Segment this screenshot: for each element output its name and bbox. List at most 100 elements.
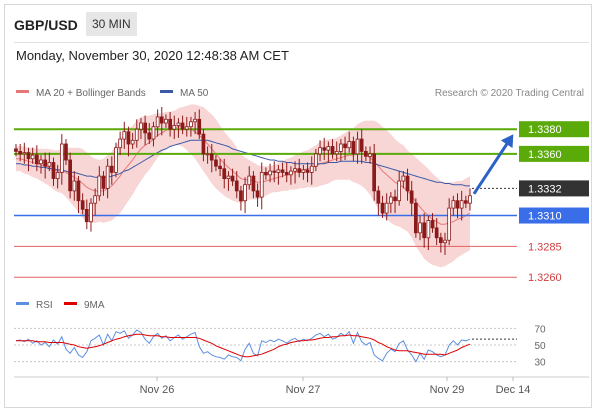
candle-body [193,118,197,123]
rsi-legend-label: RSI [36,300,53,311]
candle-body [451,200,456,209]
candle-body [93,195,97,204]
rsi-tick-label: 30 [534,358,546,369]
candle-body [168,118,172,130]
candle-body [463,200,468,204]
candle-body [422,222,427,239]
candle-body [409,190,414,204]
candle-body [459,200,464,209]
candle-body [43,159,48,167]
candle-body [251,175,256,192]
chart-datetime: Monday, November 30, 2020 12:48:38 AM CE… [16,48,289,63]
candle-body [159,116,164,124]
candle-body [101,175,106,189]
candle-body [418,222,422,234]
candle-body [426,220,431,239]
candle-body [68,159,72,192]
rsi-ma-legend-label: 9MA [84,300,105,311]
candle-body [301,169,306,173]
candle-body [447,207,452,241]
resistance-label-box [519,145,589,162]
candle-body [401,175,406,182]
key-levels [14,128,517,278]
candle-body [430,220,435,229]
resistance-label-box [519,121,589,138]
candle-body [305,169,310,173]
candle-body [26,152,31,160]
candle-body [330,146,335,155]
candle-body [35,154,39,165]
candle-body [226,175,231,180]
candle-body [180,122,185,130]
candle-body [55,171,60,179]
level-labels: 1.3380 1.3360 1.3332 1.3310 1.3285 1.3260 [519,121,589,284]
candle-body [151,126,156,140]
candle-body [218,165,222,170]
timeframe-badge[interactable]: 30 MIN [86,12,137,36]
candle-body [76,180,81,202]
last-price-label: 1.3332 [528,183,562,195]
candle-body [64,143,68,161]
candle-body [51,162,56,179]
candle-body [280,169,285,173]
ma20-line [16,126,471,225]
rsi-tick-label: 50 [534,341,546,352]
candle-body [255,190,260,198]
candle-body [343,143,347,149]
candle-body [455,200,460,209]
last-price-label-box [519,180,589,197]
candle-body [126,131,131,145]
candle-body [338,143,343,152]
candle-body [351,141,356,155]
candle-body [155,116,160,128]
candle-body [276,169,281,173]
candle-body [84,208,89,223]
x-tick-label: Dec 14 [496,384,531,396]
ma50-line [16,139,470,187]
candle-body [197,118,202,135]
resistance-label: 1.3360 [528,149,562,161]
ma20-legend-label: MA 20 + Bollinger Bands [36,88,146,99]
ma50-legend-label: MA 50 [180,88,209,99]
candle-body [80,200,85,210]
candle-body [355,138,360,155]
candle-body [293,168,297,172]
rsi-ma-line [16,333,471,358]
candle-body [376,190,381,204]
candle-body [413,202,418,234]
candle-body [109,165,114,173]
rsi-legend-swatch [16,302,29,305]
candle-body [272,170,277,173]
candle-body [209,153,214,161]
candle-body [359,138,364,152]
pivot-label-box [519,207,589,224]
candle-body [264,171,268,176]
candle-body [259,171,264,198]
x-tick-label: Nov 29 [430,384,465,396]
candle-body [234,180,239,192]
support-label: 1.3260 [528,272,562,284]
candle-body [18,150,23,155]
candle-body [243,184,247,202]
x-tick-label: Nov 26 [140,384,175,396]
candle-body [22,152,27,155]
candle-body [468,195,472,204]
candle-body [288,170,293,176]
candle-body [326,146,331,151]
candle-body [118,138,122,149]
candle-body [434,227,439,239]
candle-body [184,126,189,130]
candle-body [388,196,393,204]
rsi-line [15,329,471,363]
candle-body [134,128,139,141]
resistance-label: 1.3380 [528,124,562,136]
candle-body [368,153,372,157]
candle-body [114,147,118,173]
candle-body [72,180,77,192]
rsi-lines [15,329,517,363]
candle-body [172,125,177,130]
candle-body [201,133,206,155]
candle-body [309,165,314,173]
candle-body [268,170,272,176]
rsi-ma-legend-swatch [64,302,77,305]
